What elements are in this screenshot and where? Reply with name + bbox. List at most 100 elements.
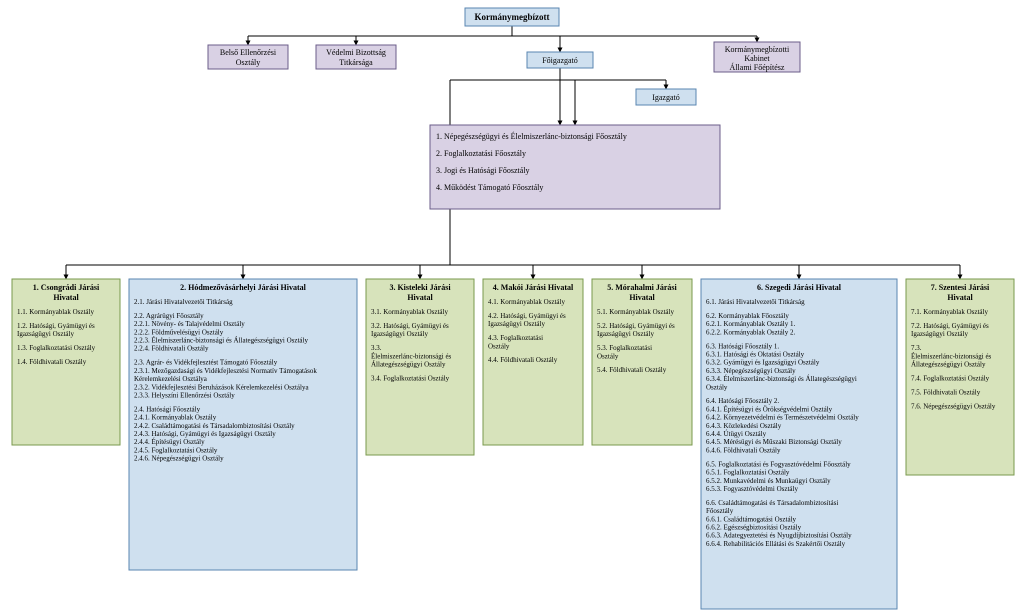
- district-4-line-6: 5.4. Földhivatali Osztály: [597, 366, 667, 374]
- district-6-line-4: 7.3.: [911, 344, 922, 352]
- district-3-line-6: 4.4. Földhivatali Osztály: [488, 356, 558, 364]
- district-2-line-4: 3.3.: [371, 344, 382, 352]
- district-2-line-4: Élelmiszerlánc-biztonsági és: [371, 352, 452, 360]
- district-4-title: 5. Mórahalmi Járási: [607, 283, 677, 292]
- district-6-line-8: 7.5. Földhivatali Osztály: [911, 388, 981, 396]
- district-2-line-2: 3.2. Hatósági, Gyámügyi és: [371, 322, 449, 330]
- district-1-line-9: 2.3.1. Mezőgazdasági és Vidékfejlesztési…: [134, 367, 317, 375]
- district-3-line-2: Igazságügyi Osztály: [488, 320, 545, 328]
- district-1-title: 2. Hódmezővásárhelyi Járási Hivatal: [180, 283, 307, 292]
- node-belso-l1: Belső Ellenőrzési: [220, 48, 277, 57]
- district-5-line-20: 6.5. Foglalkoztatási és Fogyasztóvédelmi…: [706, 460, 851, 468]
- district-5-line-7: 6.3.1. Hatósági és Oktatási Osztály: [706, 350, 805, 358]
- district-1-line-16: 2.4.3. Hatósági, Gyámügyi és Igazságügyi…: [134, 430, 276, 438]
- district-0-line-4: 1.3. Foglalkoztatási Osztály: [17, 344, 96, 352]
- district-5-line-2: 6.2. Kormányablak Főosztály: [706, 312, 789, 320]
- district-1-line-11: 2.3.3. Helyszíni Ellenőrzési Osztály: [134, 391, 235, 399]
- district-5-title: 6. Szegedi Járási Hivatal: [757, 283, 842, 292]
- district-5-line-21: 6.5.1. Foglalkoztatási Osztály: [706, 469, 790, 477]
- district-2-line-6: 3.4. Foglalkoztatási Osztály: [371, 374, 450, 382]
- district-1-line-15: 2.4.2. Családtámogatási és Társadalombiz…: [134, 422, 295, 430]
- node-kabinet-l1: Kabinet: [744, 54, 770, 63]
- district-5-line-26: 6.6.1. Családtámogatási Osztály: [706, 515, 797, 523]
- dept-item-0: 1. Népegészségügyi és Élelmiszerlánc-biz…: [436, 131, 627, 141]
- district-5-line-25: 6.6. Családtámogatási és Társadalombizto…: [706, 499, 838, 507]
- district-2-line-2: Igazságügyi Osztály: [371, 330, 428, 338]
- district-6-line-6: 7.4. Foglalkoztatási Osztály: [911, 374, 990, 382]
- district-1-line-3: 2.2.1. Növény- és Talajvédelmi Osztály: [134, 320, 245, 328]
- district-1-line-8: 2.3. Agrár- és Vidékfejlesztést Támogató…: [134, 359, 278, 367]
- district-5-line-28: 6.6.3. Adategyeztetési és Nyugdíjbiztosí…: [706, 532, 852, 540]
- district-3-line-4: 4.3. Foglalkoztatási: [488, 334, 543, 342]
- district-5-line-23: 6.5.3. Fogyasztóvédelmi Osztály: [706, 485, 798, 493]
- district-1-line-17: 2.4.4. Építésügyi Osztály: [134, 438, 205, 446]
- district-6-line-4: Állategészségügyi Osztály: [911, 360, 986, 368]
- node-igazgato-label: Igazgató: [652, 93, 680, 102]
- district-4-line-4: 5.3. Foglalkoztatási: [597, 344, 652, 352]
- district-1-line-14: 2.4.1. Kormányablak Osztály: [134, 414, 217, 422]
- district-2-line-0: 3.1. Kormányablak Osztály: [371, 308, 448, 316]
- district-5-line-14: 6.4.2. Környezetvédelmi és Természetvéde…: [706, 414, 859, 422]
- district-5-line-17: 6.4.5. Mérésügyi és Műszaki Biztonsági O…: [706, 438, 842, 446]
- node-root-label: Kormánymegbízott: [475, 12, 550, 22]
- district-4: [592, 279, 692, 445]
- district-1-line-6: 2.2.4. Földhivatali Osztály: [134, 345, 209, 353]
- district-4-line-4: Osztály: [597, 352, 619, 360]
- district-5-line-16: 6.4.4. Útügyi Osztály: [706, 430, 767, 438]
- district-1-line-0: 2.1. Járási Hivatalvezetői Titkárság: [134, 298, 233, 306]
- district-0-line-2: 1.2. Hatósági, Gyámügyi és: [17, 322, 95, 330]
- district-1-line-5: 2.2.3. Élelmiszerlánc-biztonsági és Álla…: [134, 337, 308, 345]
- district-1-line-2: 2.2. Agrárügyi Főosztály: [134, 312, 204, 320]
- dept-item-1: 2. Foglalkoztatási Főosztály: [436, 149, 526, 158]
- district-5-line-8: 6.3.2. Gyámügyi és Igazságügyi Osztály: [706, 359, 820, 367]
- district-0-line-6: 1.4. Földhivatali Osztály: [17, 358, 87, 366]
- district-6-line-2: 7.2. Hatósági, Gyámügyi és: [911, 322, 989, 330]
- node-vedelmi-l1: Védelmi Bizottság: [326, 48, 386, 57]
- district-5-line-9: 6.3.3. Népegészségügyi Osztály: [706, 367, 796, 375]
- district-1-line-19: 2.4.6. Népegészségügyi Osztály: [134, 455, 224, 463]
- district-4-title: Hivatal: [629, 293, 655, 302]
- district-5-line-3: 6.2.1. Kormányablak Osztály 1.: [706, 320, 795, 328]
- district-6-line-4: Élelmiszerlánc-biztonsági és: [911, 352, 992, 360]
- district-5-line-29: 6.6.4. Rehabilitációs Ellátási és Szakér…: [706, 540, 846, 548]
- district-6-title: 7. Szentesi Járási: [931, 283, 990, 292]
- district-2-title: Hivatal: [407, 293, 433, 302]
- district-2-line-4: Állategészségügyi Osztály: [371, 360, 446, 368]
- district-1-line-9: Kérelemkezelési Osztálya: [134, 375, 208, 383]
- district-5-line-10: 6.3.4. Élelmiszerlánc-biztonsági és Álla…: [706, 375, 857, 383]
- org-chart: KormánymegbízottBelső EllenőrzésiOsztály…: [0, 0, 1024, 614]
- node-vedelmi-l2: Titkársága: [339, 58, 373, 67]
- district-5-line-4: 6.2.2. Kormányablak Osztály 2.: [706, 328, 795, 336]
- node-foigazgato-label: Főigazgató: [542, 56, 578, 65]
- district-3-line-0: 4.1. Kormányablak Osztály: [488, 298, 565, 306]
- district-4-line-0: 5.1. Kormányablak Osztály: [597, 308, 674, 316]
- district-5-line-25: Főosztály: [706, 507, 734, 515]
- district-4-line-2: 5.2. Hatósági, Gyámügyi és: [597, 322, 675, 330]
- district-1-line-10: 2.3.2. Vidékfejlesztési Beruházások Kére…: [134, 383, 309, 391]
- district-0-title: Hivatal: [53, 293, 79, 302]
- district-0-line-2: Igazságügyi Osztály: [17, 330, 74, 338]
- district-3-line-2: 4.2. Hatósági, Gyámügyi és: [488, 312, 566, 320]
- district-1-line-18: 2.4.5. Foglalkoztatási Osztály: [134, 446, 218, 454]
- district-4-line-2: Igazságügyi Osztály: [597, 330, 654, 338]
- district-6-line-0: 7.1. Kormányablak Osztály: [911, 308, 988, 316]
- district-1-line-4: 2.2.2. Földművelésügyi Osztály: [134, 328, 224, 336]
- district-3-title: 4. Makói Járási Hivatal: [493, 283, 574, 292]
- district-5-line-27: 6.6.2. Egészségbiztosítási Osztály: [706, 524, 802, 532]
- node-kabinet-l0: Kormánymegbízotti: [725, 45, 790, 54]
- district-6-title: Hivatal: [947, 293, 973, 302]
- district-3-line-4: Osztály: [488, 342, 510, 350]
- district-6-line-10: 7.6. Népegészségügyi Osztály: [911, 402, 996, 410]
- district-5-line-10: Osztály: [706, 383, 728, 391]
- district-5-line-22: 6.5.2. Munkavédelmi és Munkaügyi Osztály: [706, 477, 831, 485]
- district-2-title: 3. Kisteleki Járási: [389, 283, 451, 292]
- dept-item-3: 4. Működést Támogató Főosztály: [436, 183, 543, 192]
- district-5-line-13: 6.4.1. Építésügyi és Örökségvédelmi Oszt…: [706, 405, 833, 413]
- node-kabinet-l2: Állami Főépítész: [730, 62, 785, 72]
- district-0-line-0: 1.1. Kormányablak Osztály: [17, 308, 94, 316]
- district-5-line-15: 6.4.3. Közlekedési Osztály: [706, 422, 782, 430]
- node-belso-l2: Osztály: [236, 58, 260, 67]
- district-6-line-2: Igazságügyi Osztály: [911, 330, 968, 338]
- district-5-line-6: 6.3. Hatósági Főosztály 1.: [706, 342, 779, 350]
- district-1-line-13: 2.4. Hatósági Főosztály: [134, 405, 201, 413]
